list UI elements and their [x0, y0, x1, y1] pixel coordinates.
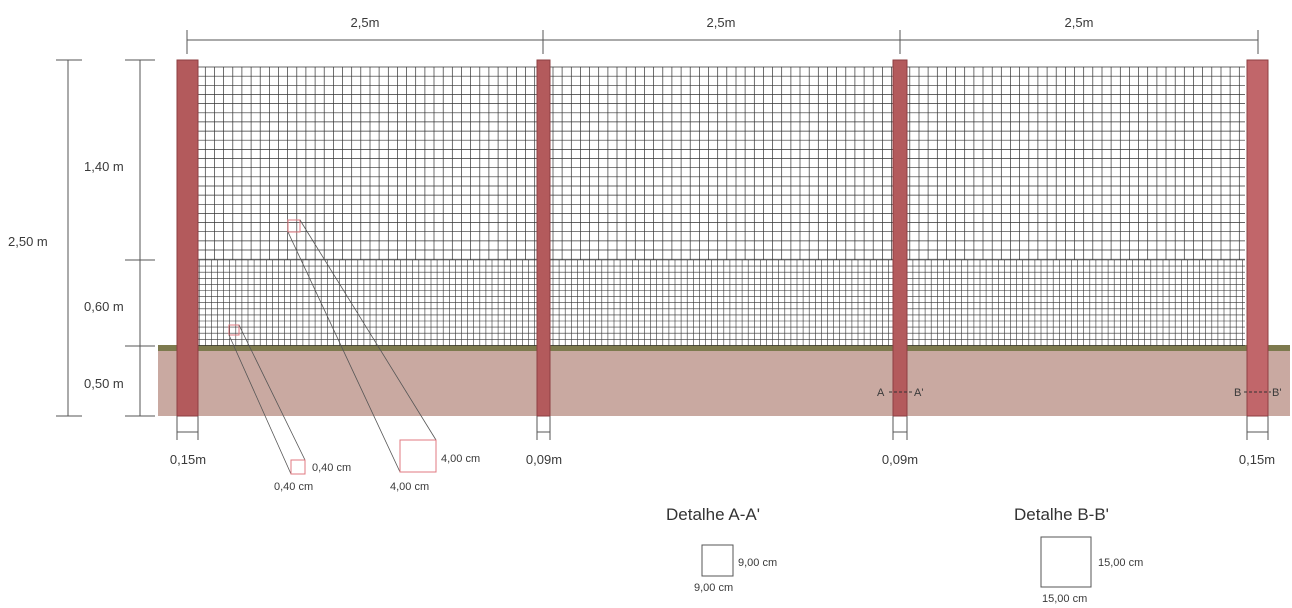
- lower-fine-mesh: [186, 259, 1245, 346]
- fine-mesh-width-label: 0,40 cm: [312, 462, 351, 474]
- coarse-mesh-detail-box: [399, 439, 437, 473]
- detail-a-square: [701, 544, 734, 577]
- lower-mesh-height-label: 0,60 m: [84, 299, 124, 314]
- span-label-2: 2,5m: [707, 15, 736, 30]
- fine-mesh-height-label: 0,40 cm: [274, 481, 313, 493]
- post-3-width-label: 0,09m: [882, 452, 918, 467]
- upper-mesh-height-label: 1,40 m: [84, 159, 124, 174]
- span-label-1: 2,5m: [351, 15, 380, 30]
- detail-a-title: Detalhe A-A': [666, 505, 760, 524]
- fine-mesh-detail-box: [290, 459, 306, 475]
- coarse-mesh-width-label: 4,00 cm: [441, 453, 480, 465]
- detail-a-height-label: 9,00 cm: [694, 582, 733, 594]
- post-2: [536, 59, 551, 417]
- post-1-width-label: 0,15m: [170, 452, 206, 467]
- post-2-width-label: 0,09m: [526, 452, 562, 467]
- section-a-end-label: A': [914, 387, 923, 399]
- height-dimension-lines: [56, 59, 155, 417]
- section-a-start-label: A: [877, 387, 885, 399]
- post-3: [892, 59, 908, 417]
- coarse-mesh-height-label: 4,00 cm: [390, 481, 429, 493]
- section-b-start-label: B: [1234, 387, 1241, 399]
- span-label-3: 2,5m: [1065, 15, 1094, 30]
- detail-b-width-label: 15,00 cm: [1098, 557, 1143, 569]
- detail-b-title: Detalhe B-B': [1014, 505, 1109, 524]
- post-4-width-label: 0,15m: [1239, 452, 1275, 467]
- mesh-detail-callouts: [228, 219, 437, 475]
- buried-height-label: 0,50 m: [84, 376, 124, 391]
- section-b-end-label: B': [1272, 387, 1281, 399]
- total-height-label: 2,50 m: [8, 234, 48, 249]
- ground-line: [158, 345, 1290, 351]
- soil-zone: [158, 346, 1290, 416]
- post-width-ticks: [176, 416, 1269, 440]
- upper-coarse-mesh: [186, 66, 1245, 260]
- detail-b-square: [1040, 536, 1092, 588]
- post-4: [1246, 59, 1269, 417]
- post-1: [176, 59, 199, 417]
- detail-a-width-label: 9,00 cm: [738, 557, 777, 569]
- span-dimension-line: [186, 30, 1259, 54]
- detail-b-height-label: 15,00 cm: [1042, 593, 1087, 605]
